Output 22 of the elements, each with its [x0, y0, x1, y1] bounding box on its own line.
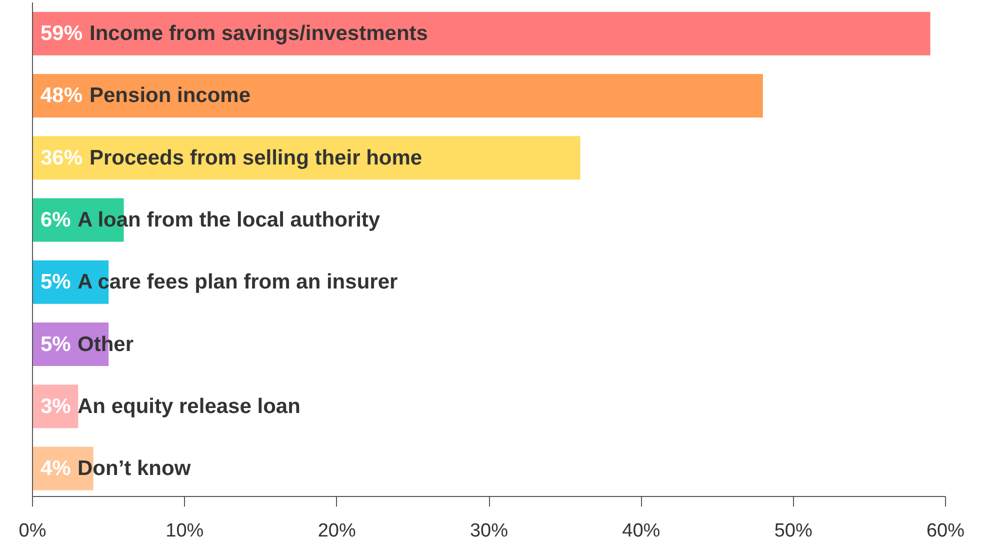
x-tick-label: 40% [622, 520, 660, 542]
x-tick-label: 0% [18, 520, 46, 542]
y-tick-label: Income from savings/investments [90, 22, 428, 46]
data-label: 5% [40, 332, 72, 356]
y-tick-label: Don’t know [78, 457, 192, 480]
x-tick-label: 20% [318, 520, 356, 542]
y-tick-label: An equity release loan [78, 394, 300, 418]
x-tick-label: 50% [774, 520, 812, 542]
data-label: 48% [40, 84, 83, 108]
bar [32, 74, 763, 118]
bar [32, 12, 930, 56]
x-tick-label: 60% [926, 520, 965, 542]
data-label: 4% [40, 457, 72, 480]
y-tick-label: Proceeds from selling their home [90, 146, 422, 170]
y-tick-label: Pension income [90, 84, 251, 108]
data-label: 6% [40, 208, 72, 232]
x-tick-label: 10% [166, 520, 204, 542]
data-label: 3% [40, 394, 72, 418]
data-label: 5% [40, 270, 72, 294]
data-label: 36% [40, 146, 83, 170]
x-tick-label: 30% [470, 520, 508, 542]
data-label: 59% [40, 22, 83, 46]
